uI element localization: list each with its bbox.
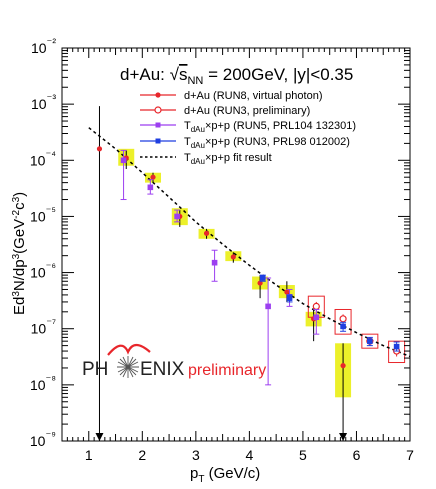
y-tick-label: 10⁻⁸ bbox=[30, 374, 56, 393]
x-axis-title: pT (GeV/c) bbox=[190, 465, 260, 485]
legend-label: d+Au (RUN8, virtual photon) bbox=[184, 90, 322, 102]
legend-marker-purple-square bbox=[155, 122, 161, 128]
plot-frame bbox=[61, 47, 411, 442]
y-tick-label: 10⁻⁵ bbox=[30, 205, 56, 224]
star-burst-icon bbox=[117, 356, 139, 378]
syst-box-red bbox=[361, 333, 379, 349]
legend-item-fit: TdAu×p+p fit result bbox=[140, 152, 272, 166]
data-point bbox=[203, 230, 210, 236]
legend: d+Au (RUN8, virtual photon) d+Au (RUN3, … bbox=[140, 90, 356, 166]
x-tick-label: 4 bbox=[245, 447, 253, 463]
y-tick-label: 10⁻⁴ bbox=[30, 149, 56, 168]
x-tick-label: 2 bbox=[138, 447, 146, 463]
data-point bbox=[230, 254, 236, 260]
legend-label: TdAu×p+p fit result bbox=[184, 152, 272, 166]
x-tick-label: 6 bbox=[353, 447, 361, 463]
legend-marker-filled-circle bbox=[155, 92, 161, 98]
y-axis-title: Ed3N/dp3(GeV-2c3) bbox=[11, 192, 28, 315]
data-point bbox=[393, 343, 400, 350]
data-point bbox=[211, 259, 218, 266]
y-tick-label: 10⁻³ bbox=[31, 93, 56, 112]
data-point bbox=[259, 275, 266, 281]
data-point bbox=[367, 338, 373, 344]
fit-curve bbox=[88, 127, 411, 358]
data-point bbox=[340, 363, 346, 369]
phenix-logo: PH ENIX preliminary bbox=[82, 343, 266, 380]
legend-label: TdAu×p+p (RUN5, PRL104 132301) bbox=[184, 120, 356, 134]
legend-label: TdAu×p+p (RUN3, PRL98 012002) bbox=[184, 136, 350, 150]
data-point bbox=[265, 303, 271, 310]
sqrt-symbol: √ bbox=[170, 65, 180, 84]
legend-label: d+Au (RUN3, preliminary) bbox=[184, 105, 310, 117]
y-tick-label: 10⁻⁹ bbox=[30, 430, 56, 449]
x-tick-label: 3 bbox=[192, 447, 200, 463]
legend-item-run3-pp: TdAu×p+p (RUN3, PRL98 012002) bbox=[140, 136, 350, 150]
fit-curve-group bbox=[88, 127, 411, 358]
y-tick-label: 10⁻² bbox=[31, 37, 56, 56]
data-point bbox=[286, 295, 293, 301]
upper-limit-arrow bbox=[339, 433, 348, 441]
data-point bbox=[147, 184, 154, 191]
data-point bbox=[120, 157, 127, 164]
axes: 1 2 3 4 5 6 7 10⁻⁹ 10⁻⁸ 10⁻⁷ 10⁻⁶ 10⁻⁵ 10⁻⁴ 10⁻³ 10⁻² bbox=[30, 37, 414, 463]
x-tick-label: 7 bbox=[406, 447, 414, 463]
data-point bbox=[284, 289, 290, 295]
logo-text-left: PH bbox=[82, 359, 108, 380]
logo-preliminary: preliminary bbox=[188, 362, 266, 379]
syst-box-red bbox=[388, 340, 406, 364]
data-point bbox=[257, 280, 263, 286]
x-tick-label: 5 bbox=[299, 447, 307, 463]
y-tick-label: 10⁻⁷ bbox=[31, 318, 56, 337]
x-tick-label: 1 bbox=[85, 447, 93, 463]
legend-marker-blue-square bbox=[155, 138, 161, 144]
data-point bbox=[340, 323, 346, 330]
data-point bbox=[96, 146, 103, 152]
data-point bbox=[339, 315, 347, 323]
y-tick-label: 10⁻⁶ bbox=[30, 262, 56, 281]
data-point bbox=[313, 314, 320, 321]
data-point bbox=[174, 213, 180, 220]
chart-title: d+Au: √sNN = 200GeV, |y|<0.35 bbox=[120, 65, 353, 87]
data-points bbox=[95, 106, 401, 441]
phoenix-wings-icon bbox=[107, 343, 151, 356]
logo-text-right: ENIX bbox=[140, 359, 185, 380]
legend-item-run8: d+Au (RUN8, virtual photon) bbox=[140, 90, 322, 102]
legend-marker-open-circle bbox=[154, 106, 162, 114]
data-point bbox=[150, 174, 156, 180]
legend-item-run5: TdAu×p+p (RUN5, PRL104 132301) bbox=[140, 120, 356, 134]
legend-item-run3-dau: d+Au (RUN3, preliminary) bbox=[140, 105, 310, 117]
data-point bbox=[312, 302, 320, 310]
